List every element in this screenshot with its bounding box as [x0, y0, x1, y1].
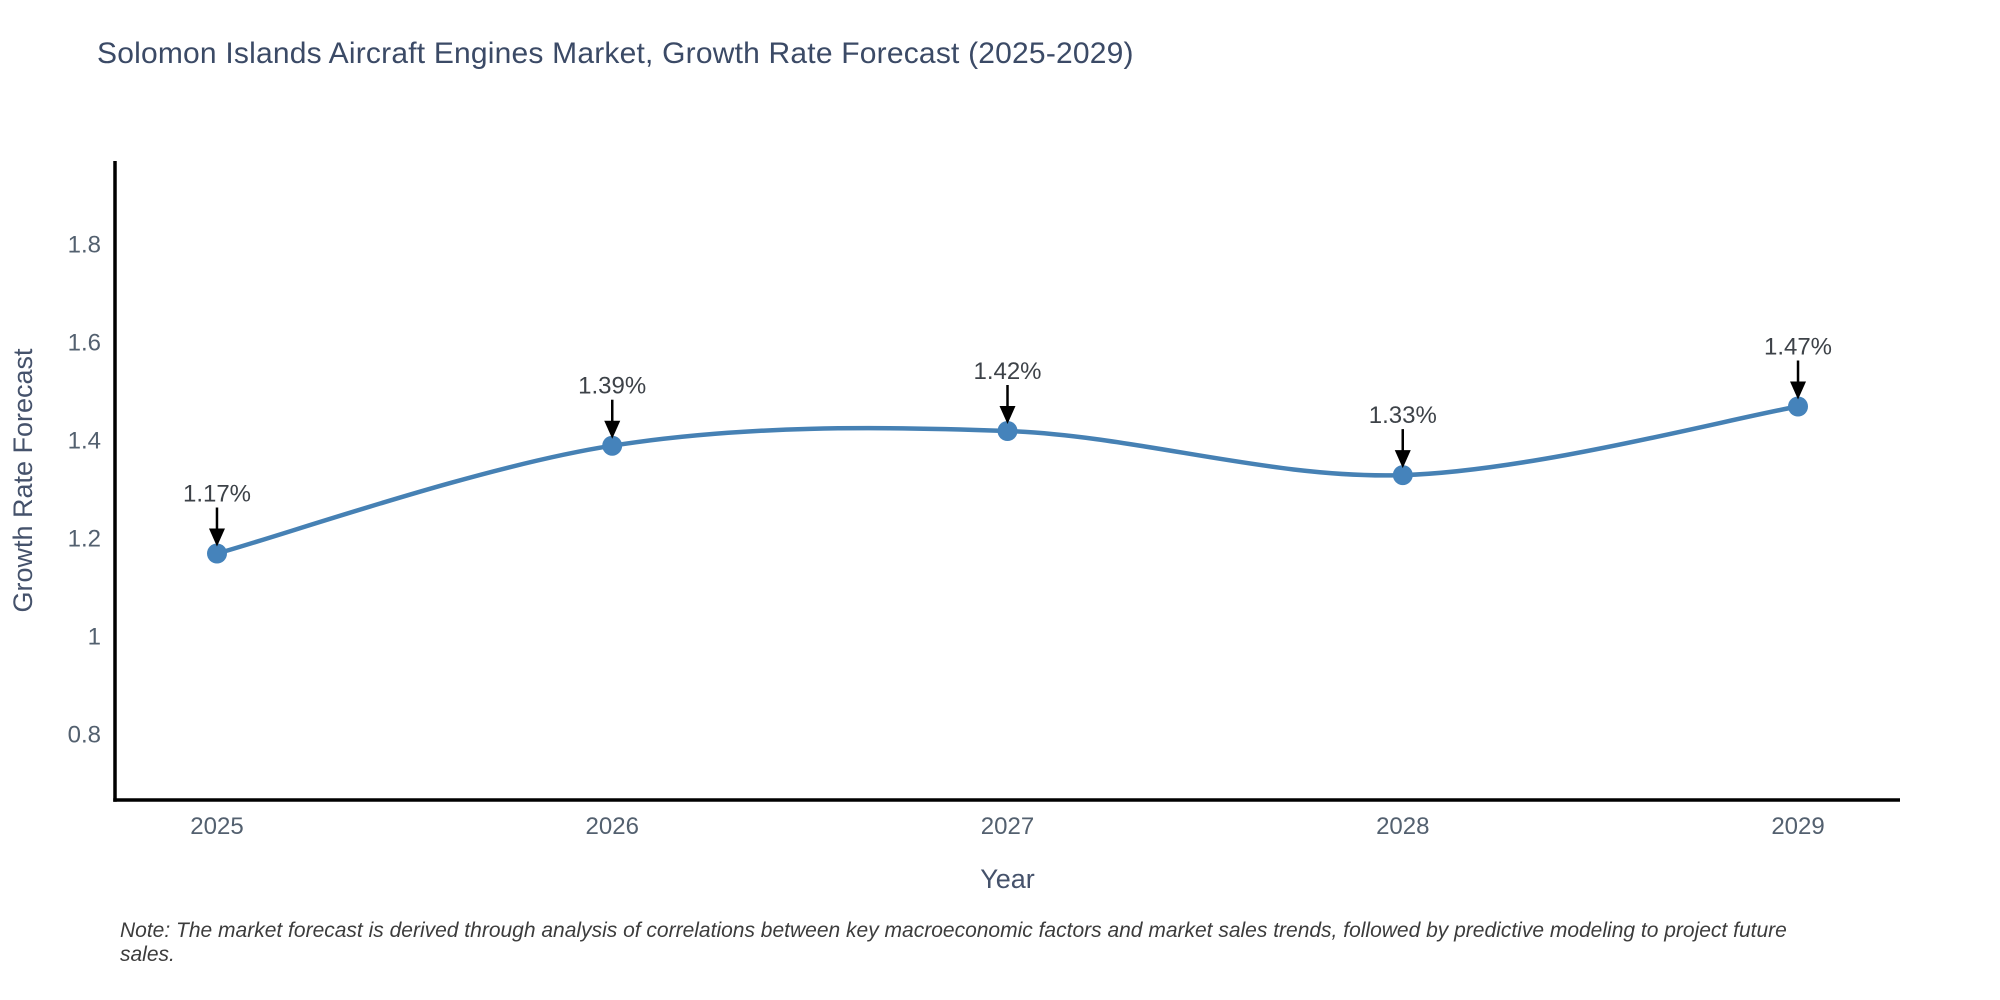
annotation-arrow-head: [1790, 381, 1807, 400]
y-tick-label: 1: [88, 623, 101, 650]
annotation-arrow-head: [999, 406, 1016, 425]
y-axis-title: Growth Rate Forecast: [8, 348, 38, 613]
annotation-label: 1.33%: [1369, 402, 1437, 429]
y-tick-label: 1.6: [68, 329, 101, 356]
y-tick-label: 1.4: [68, 427, 101, 454]
annotation-label: 1.17%: [183, 481, 251, 508]
data-point-marker[interactable]: [1392, 465, 1413, 486]
chart-title: Solomon Islands Aircraft Engines Market,…: [97, 37, 1134, 70]
y-tick-label: 1.8: [68, 231, 101, 258]
y-tick-label: 0.8: [68, 721, 101, 748]
data-point-marker[interactable]: [207, 543, 227, 564]
annotation-label: 1.39%: [578, 373, 646, 400]
x-tick-label: 2029: [1771, 813, 1824, 840]
data-point-marker[interactable]: [602, 435, 623, 456]
annotation-label: 1.42%: [973, 358, 1041, 385]
data-point-marker[interactable]: [1788, 396, 1808, 417]
annotation-arrow-head: [604, 420, 621, 439]
annotation-label: 1.47%: [1764, 334, 1832, 361]
annotation-arrow-head: [1394, 450, 1411, 469]
annotation-arrow-head: [208, 528, 225, 547]
y-tick-label: 1.2: [68, 525, 101, 552]
x-tick-label: 2026: [586, 813, 639, 840]
x-tick-label: 2025: [190, 813, 243, 840]
data-point-marker[interactable]: [997, 421, 1018, 441]
x-tick-label: 2028: [1376, 813, 1429, 840]
footnote: Note: The market forecast is derived thr…: [120, 919, 1787, 966]
x-tick-label: 2027: [981, 813, 1034, 840]
x-axis-title: Year: [980, 864, 1035, 894]
